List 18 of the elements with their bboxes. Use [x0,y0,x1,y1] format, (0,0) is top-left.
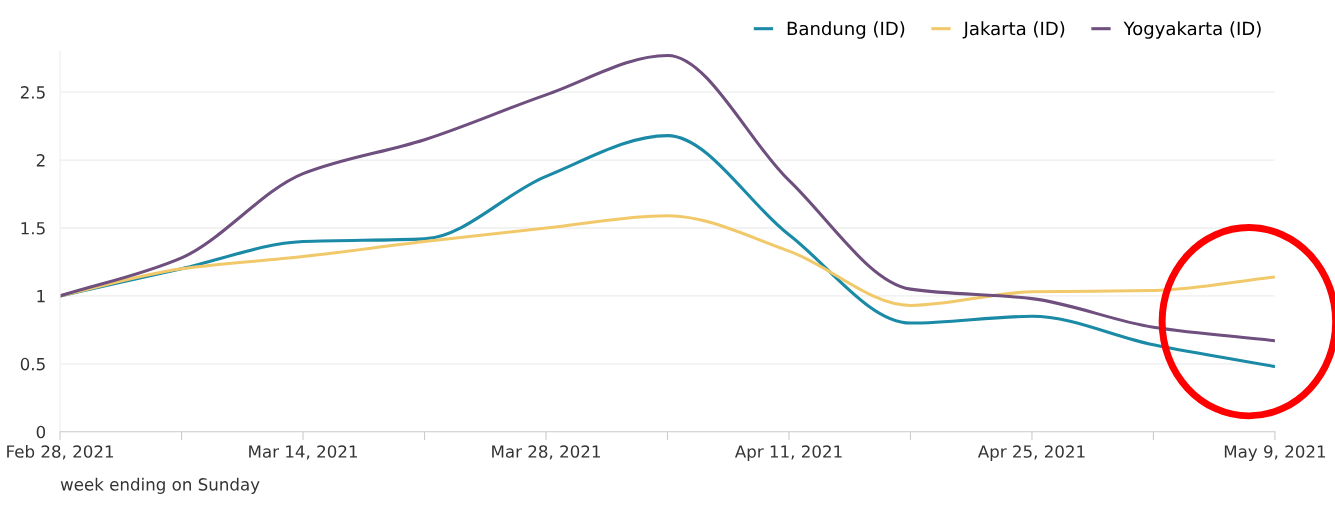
y-tick-label: 0.5 [20,357,45,371]
y-tick-label: 1.5 [21,222,45,235]
x-tick-label: Apr 25, 2021 [977,445,1085,462]
line-series [60,53,1275,343]
x-tick-label: Feb 28, 2021 [7,444,114,460]
legend-label: Yogyakarta (ID) [1123,21,1261,39]
x-tick-label: Apr 11, 2021 [734,445,842,462]
legend-label: Bandung (ID) [787,21,905,39]
x-tick-label: Mar 28, 2021 [492,445,600,460]
legend-label: Jakarta (ID) [962,21,1065,39]
x-tick-label: May 9, 2021 [1224,445,1326,462]
y-tick-label: 2.5 [20,86,45,99]
y-tick-label: 2 [36,154,45,167]
line-series [60,214,1275,307]
y-tick-label: 1 [37,290,45,303]
y-tick-label: 0 [36,425,46,439]
x-tick-label: Mar 14, 2021 [249,445,357,460]
x-axis-title: week ending on Sunday [60,477,260,494]
